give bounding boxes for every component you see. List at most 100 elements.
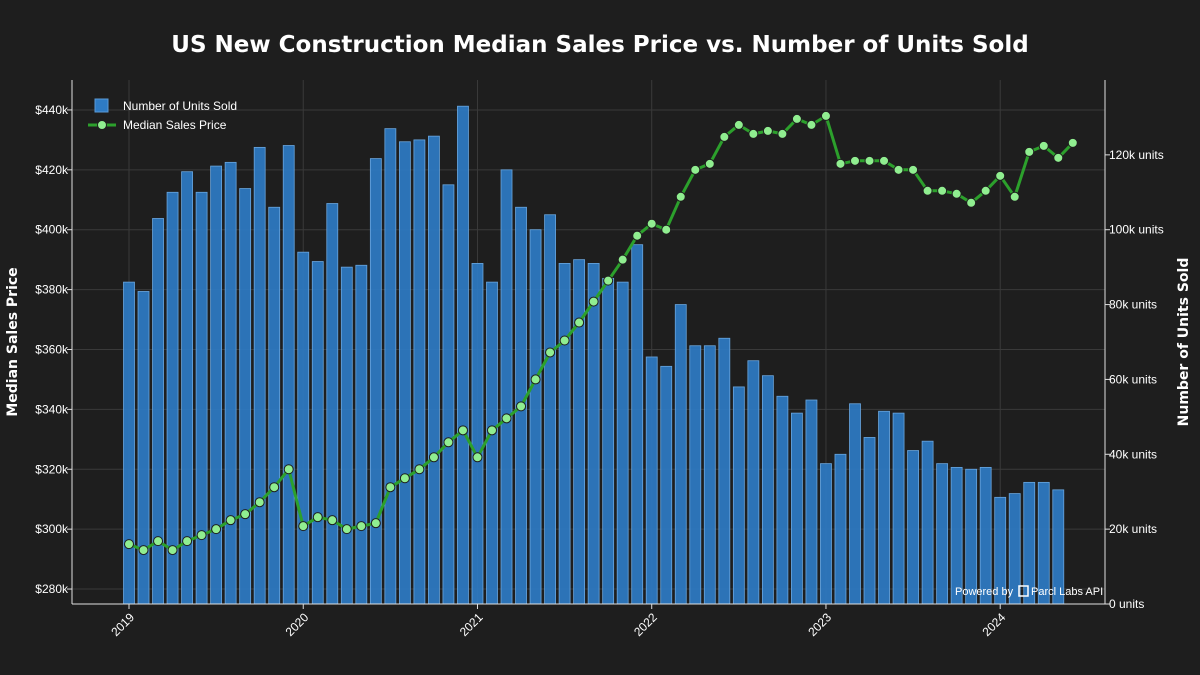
price-point-48	[820, 110, 831, 121]
bar-56	[936, 463, 949, 605]
bar-21	[428, 135, 440, 605]
left-tick-label-3: $340k	[35, 402, 69, 416]
left-tick-label-5: $380k	[35, 283, 69, 297]
bar-5	[195, 191, 208, 605]
price-point-36	[646, 218, 657, 229]
price-point-24	[472, 452, 483, 463]
price-point-38	[675, 191, 686, 202]
price-point-25	[487, 425, 497, 436]
bar-44	[761, 375, 774, 605]
bar-0	[123, 281, 135, 605]
bar-18	[384, 128, 397, 605]
bar-33	[602, 277, 615, 605]
price-point-34	[617, 254, 628, 265]
price-point-43	[748, 128, 759, 139]
bar-17	[369, 158, 382, 605]
price-point-0	[124, 539, 134, 550]
price-point-15	[341, 524, 352, 535]
bar-37	[660, 365, 673, 605]
bar-51	[863, 437, 876, 605]
legend: Number of Units Sold Median Sales Price	[88, 98, 237, 132]
price-point-28	[530, 374, 541, 385]
right-axis-title: Number of Units Sold	[1176, 258, 1192, 427]
price-point-55	[922, 185, 933, 196]
bar-36	[645, 356, 658, 605]
price-point-19	[399, 473, 410, 484]
price-point-49	[835, 158, 846, 169]
price-point-60	[995, 170, 1006, 181]
price-point-57	[951, 188, 962, 199]
bar-19	[398, 141, 411, 605]
price-point-6	[211, 524, 222, 535]
bar-58	[965, 468, 978, 605]
price-point-40	[704, 158, 715, 169]
bar-41	[718, 337, 731, 605]
price-point-37	[661, 224, 672, 235]
price-point-54	[908, 164, 919, 175]
bar-1	[137, 291, 150, 605]
legend-marker-price	[97, 120, 107, 130]
price-point-2	[153, 536, 164, 547]
bar-52	[878, 410, 890, 605]
bar-47	[805, 399, 818, 605]
price-point-56	[937, 185, 948, 196]
bar-42	[732, 386, 745, 605]
left-tick-label-1: $300k	[35, 522, 69, 536]
left-axis-title: Median Sales Price	[5, 267, 21, 416]
bar-29	[544, 214, 556, 605]
price-point-41	[719, 131, 730, 142]
price-point-22	[443, 437, 454, 448]
price-point-44	[762, 125, 773, 136]
price-point-27	[516, 401, 527, 412]
bar-11	[282, 145, 295, 605]
price-point-51	[864, 155, 875, 166]
price-point-33	[603, 275, 614, 286]
bar-8	[239, 188, 252, 605]
bar-45	[776, 395, 789, 605]
bar-34	[616, 281, 629, 605]
bar-32	[587, 262, 600, 605]
price-point-53	[893, 164, 904, 175]
bar-6	[210, 165, 223, 605]
price-point-1	[138, 545, 149, 556]
bar-2	[152, 218, 164, 605]
bar-20	[413, 139, 426, 605]
bar-16	[355, 264, 368, 605]
price-point-26	[501, 413, 512, 424]
bar-30	[558, 262, 571, 605]
bar-24	[471, 262, 484, 605]
bar-7	[224, 161, 237, 605]
price-point-50	[850, 155, 860, 166]
bar-15	[340, 266, 353, 605]
bar-35	[631, 244, 644, 605]
price-point-7	[225, 515, 236, 526]
price-point-23	[457, 425, 468, 436]
credit-text: Powered by	[955, 586, 1014, 598]
right-tick-label-6: 120k units	[1109, 148, 1164, 162]
bar-55	[921, 440, 934, 605]
price-point-13	[312, 512, 323, 523]
bar-13	[311, 261, 324, 605]
credit: Powered by Parcl Labs API	[955, 585, 1103, 598]
bar-57	[950, 466, 963, 605]
left-tick-label-8: $440k	[35, 103, 69, 117]
price-point-47	[806, 119, 817, 130]
legend-label-price: Median Sales Price	[123, 118, 227, 132]
right-tick-label-4: 80k units	[1109, 298, 1157, 312]
price-point-58	[966, 197, 977, 208]
price-point-20	[414, 464, 425, 475]
price-point-4	[182, 536, 193, 547]
right-tick-label-2: 40k units	[1109, 447, 1157, 461]
bar-3	[166, 191, 179, 605]
bar-54	[907, 450, 919, 605]
bar-25	[486, 281, 498, 605]
price-point-59	[980, 185, 991, 196]
line-series	[124, 110, 1078, 556]
bar-28	[529, 229, 542, 605]
price-point-8	[240, 509, 251, 520]
price-point-9	[254, 497, 265, 508]
price-point-35	[632, 230, 643, 241]
bar-48	[820, 463, 832, 605]
price-point-39	[690, 164, 701, 175]
left-tick-label-7: $420k	[35, 163, 69, 177]
